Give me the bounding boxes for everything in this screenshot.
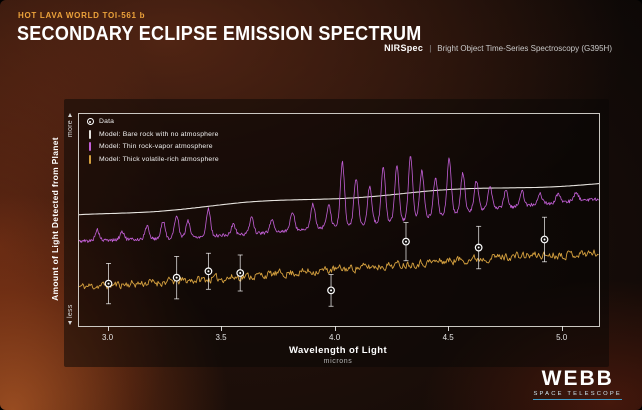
x-tick-mark xyxy=(448,326,450,331)
webb-logo-name: WEBB xyxy=(541,367,614,390)
bare-rock-model-line xyxy=(79,183,599,216)
divider: | xyxy=(429,43,432,53)
y-axis-less-label: less xyxy=(66,304,74,318)
x-tick-label: 3.5 xyxy=(215,333,227,342)
data-marker-dot xyxy=(543,238,546,241)
instrument-name: NIRSpec xyxy=(384,43,424,53)
legend: Data Model: Bare rock with no atmosphere M… xyxy=(86,118,219,167)
rock-vapor-model-line xyxy=(79,156,599,243)
plot-area xyxy=(78,113,600,327)
legend-item: Model: Bare rock with no atmosphere xyxy=(86,129,219,139)
data-point xyxy=(327,274,335,307)
page-title: SECONDARY ECLIPSE EMISSION SPECTRUM xyxy=(17,23,422,45)
data-marker-dot xyxy=(175,276,178,279)
instrument-label: NIRSpec | Bright Object Time-Series Spec… xyxy=(384,43,612,53)
data-marker-dot xyxy=(404,240,407,243)
x-tick-mark xyxy=(561,326,563,331)
data-point xyxy=(474,225,483,270)
model-line-icon xyxy=(89,154,91,164)
data-marker-icon xyxy=(86,118,94,125)
volatile-rich-model-line xyxy=(79,249,599,290)
y-axis-less-end: less xyxy=(67,304,74,325)
y-axis-scale: less more xyxy=(62,113,78,325)
x-tick-mark xyxy=(221,326,223,331)
webb-logo: WEBB SPACE TELESCOPE xyxy=(533,368,622,400)
legend-item: Model: Thin rock-vapor atmosphere xyxy=(86,142,219,151)
data-marker-dot xyxy=(207,270,210,273)
model-line-icon xyxy=(89,142,91,151)
legend-label: Model: Thin rock-vapor atmosphere xyxy=(99,143,213,150)
y-axis-more-label: more xyxy=(66,120,74,138)
data-point xyxy=(204,252,213,290)
eyebrow-label: HOT LAVA WORLD TOI-561 b xyxy=(18,11,146,20)
axis-arrow-up-icon xyxy=(68,113,72,117)
chart-panel xyxy=(64,99,609,367)
instrument-mode: Bright Object Time-Series Spectroscopy (… xyxy=(437,43,612,53)
data-marker-dot xyxy=(330,289,333,292)
data-point xyxy=(402,222,410,262)
x-tick-mark xyxy=(334,326,336,331)
legend-label: Model: Thick volatile-rich atmosphere xyxy=(99,155,219,163)
model-line-icon xyxy=(89,129,91,139)
data-point xyxy=(236,254,245,292)
data-point xyxy=(104,263,113,305)
webb-logo-subtitle: SPACE TELESCOPE xyxy=(533,391,622,400)
x-tick-label: 4.0 xyxy=(329,333,341,342)
y-axis-label: Amount of Light Detected from Planet xyxy=(50,137,60,301)
x-axis-units-label: microns xyxy=(323,358,353,365)
x-axis-ticks: 3.0 3.5 4.0 4.5 5.0 xyxy=(78,326,598,348)
y-axis-more-end: more xyxy=(67,113,74,137)
x-tick-label: 5.0 xyxy=(556,333,568,342)
x-tick-label: 4.5 xyxy=(442,333,454,342)
x-tick-label: 3.0 xyxy=(101,333,114,342)
x-tick-mark xyxy=(107,326,109,331)
spectrum-svg xyxy=(79,156,599,307)
x-axis-label: Wavelength of Light xyxy=(288,345,388,356)
data-marker-dot xyxy=(239,272,242,274)
data-marker-dot xyxy=(107,282,110,285)
data-point xyxy=(172,256,181,300)
legend-label: Model: Bare rock with no atmosphere xyxy=(99,130,219,138)
legend-item: Data xyxy=(86,118,219,125)
axis-arrow-down-icon xyxy=(68,321,72,325)
legend-item: Model: Thick volatile-rich atmosphere xyxy=(86,154,219,164)
data-marker-dot xyxy=(477,246,480,249)
legend-label: Data xyxy=(99,118,115,125)
data-point xyxy=(540,216,549,263)
